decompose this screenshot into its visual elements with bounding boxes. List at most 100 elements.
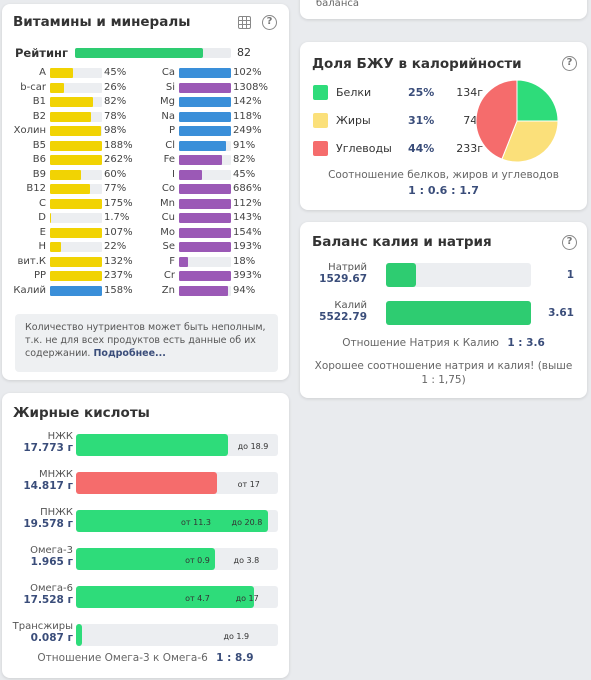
omega-ratio: Отношение Омега-3 к Омега-6 1 : 8.9 [2,652,289,664]
nutrient-left-8: B12 77% [26,183,160,195]
table-view-icon[interactable] [238,16,251,29]
fatty-acid-row: Омега-6 17.528 г от 4.7 до 17 [2,583,292,613]
nutrient-left-2: B1 82% [33,96,160,108]
fatty-acid-value: 1.965 г [30,556,73,568]
nutrient-right-9: Mn 112% [160,198,289,210]
nutrient-left-15: Калий 158% [13,285,160,297]
kna-title: Баланс калия и натрия [312,234,492,250]
nutrient-right-3: Na 118% [161,111,289,123]
more-link[interactable]: Подробнее... [93,348,166,359]
nutrient-right-8: Co 686% [162,183,289,195]
fatty-acid-row: МНЖК 14.817 г от 17 [2,469,292,499]
rating-value: 82 [237,46,251,59]
nutrient-bar [179,111,231,122]
nutrient-bar-fill [179,169,203,180]
nutrient-value: 188% [104,139,133,151]
nutrient-left-7: B9 60% [33,169,160,181]
nutrient-bar [50,97,102,107]
kna-help-icon[interactable]: ? [562,235,577,250]
nutrient-bar [50,242,102,252]
nutrient-right-6: Fe 82% [164,154,289,166]
nutrient-bar-fill [50,213,51,223]
nutrient-value: 82% [104,96,127,107]
nutrient-bar-fill [50,111,91,122]
nutrient-bar [179,126,231,136]
kna-ratio-label: Отношение Натрия к Калию [342,337,499,349]
nutrient-bar [50,213,102,223]
kna-ratio-value: 1 : 3.6 [507,337,545,349]
bju-legend-row: Белки 25% 134г [313,85,483,101]
nutrient-value: 107% [104,226,133,238]
nutrient-name: C [39,197,46,209]
fatty-acid-row: НЖК 17.773 г до 18.9 [2,431,292,461]
nutrient-value: 18% [233,255,256,267]
bju-percent: 31% [408,114,435,127]
limit-tag: до 3.8 [233,556,260,565]
nutrient-bar [179,82,231,93]
fatty-acid-value: 19.578 г [23,518,73,530]
nutrient-bar-fill [179,140,227,151]
note-text: Количество нутриентов может быть неполны… [25,322,266,359]
nutrient-bar-fill [179,271,231,281]
nutrient-bar-fill [179,256,189,267]
nutrient-right-0: Ca 102% [162,67,289,79]
nutrient-bar [179,169,231,180]
fatty-acid-name: Трансжиры [12,621,73,632]
fatty-acid-bar: от 17 [76,472,278,494]
bju-pie-chart [475,79,559,163]
nutrient-name: Zn [161,284,175,296]
nutrient-bar [179,271,231,281]
kna-name: Натрий [328,262,367,273]
nutrient-name: Si [165,81,175,93]
bju-grams: 134г [456,86,483,99]
nutrient-name: F [169,255,175,267]
bju-help-icon[interactable]: ? [562,56,577,71]
vitamins-help-icon[interactable]: ? [262,15,277,30]
nutrient-name: B12 [26,183,46,194]
nutrient-bar-fill [179,285,228,296]
nutrient-name: Калий [13,284,46,296]
nutrient-left-10: D 1.7% [38,212,160,224]
nutrient-bar-fill [50,68,74,78]
nutrient-value: 143% [233,212,262,223]
nutrient-value: 393% [233,270,262,281]
limit-tag: от 17 [237,480,260,489]
bju-name: Белки [336,86,372,99]
nutrient-left-4: Холин 98% [14,125,160,137]
nutrient-value: 94% [233,284,256,296]
bju-title: Доля БЖУ в калорийности [312,56,522,72]
nutrient-bar [179,256,231,267]
kna-ratio: Отношение Натрия к Калию 1 : 3.6 [300,337,587,349]
limit-tag: до 1.9 [223,632,250,641]
nutrient-right-1: Si 1308% [166,82,289,94]
nutrient-bar-fill [50,271,102,281]
nutrient-value: 237% [104,270,133,281]
fatty-acid-row: Омега-3 1.965 г от 0.9 до 3.8 [2,545,292,575]
nutrient-value: 175% [104,197,133,209]
nutrient-value: 26% [104,81,127,93]
nutrient-bar-fill [179,198,231,209]
fatty-acid-bar-fill [76,510,268,532]
nutrient-bar [50,140,102,151]
nutrient-name: H [38,241,46,252]
nutrient-bar-fill [50,227,102,238]
potassium-sodium-card: Баланс калия и натрия ? Натрий 1529.67 1 Ка… [300,222,587,398]
nutrient-value: 77% [104,183,127,194]
fatty-acid-value: 0.087 г [30,632,73,644]
nutrient-right-7: I 45% [172,169,289,181]
nutrient-name: b-car [20,81,46,93]
nutrient-bar [179,155,231,165]
nutrient-bar [179,140,231,151]
kna-bar-fill [386,263,417,287]
kna-name: Калий [334,300,367,311]
pie-slice-2 [475,79,518,160]
kna-ratio-value: 3.61 [548,307,574,319]
fatty-acids-card: Жирные кислоты НЖК 17.773 г до 18.9 МНЖК 14.… [2,393,289,678]
nutrient-bar-fill [179,97,231,107]
nutrient-bar-fill [50,169,82,180]
kna-bar-fill [386,301,531,325]
nutrient-bar [179,97,231,107]
nutrient-name: Cu [161,212,175,223]
nutrient-value: 91% [233,139,256,151]
fatty-acid-value: 17.528 г [23,594,73,606]
